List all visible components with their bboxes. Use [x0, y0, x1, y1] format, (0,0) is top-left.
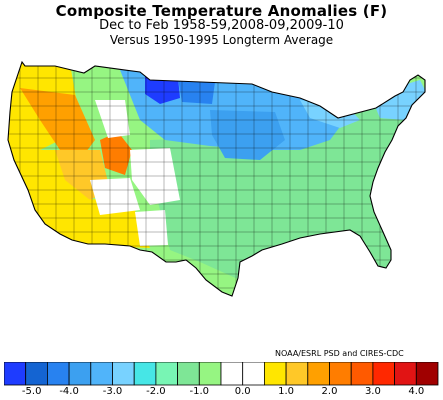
scale-swatch — [242, 362, 265, 386]
scale-swatch — [198, 362, 222, 386]
color-scale-ticks: -5.0 -4.0 -3.0 -2.0 -1.0 0.0 1.0 2.0 3.0 4.0 5.0 — [0, 386, 443, 400]
region-fill-new-mexico-white — [135, 210, 168, 246]
scale-tick-label: 1.0 — [278, 386, 295, 397]
scale-tick-label: 5.0 — [434, 386, 443, 397]
region-fill-utah-white — [90, 178, 140, 215]
region-fill-montana-white — [95, 100, 130, 138]
anomaly-fill-layer — [8, 62, 425, 296]
scale-swatch — [372, 362, 395, 386]
scale-tick-label: 0.0 — [234, 386, 251, 397]
data-credit: NOAA/ESRL PSD and CIRES-CDC — [275, 349, 404, 358]
scale-tick-label: -3.0 — [102, 386, 123, 397]
scale-swatch — [394, 362, 417, 386]
division-grid — [8, 62, 425, 296]
region-fill-coldest — [145, 76, 180, 104]
region-fill-new-england — [370, 80, 425, 120]
region-fill-upper-midwest — [210, 110, 285, 160]
region-fill-idaho-hot — [100, 132, 132, 175]
scale-swatch — [4, 362, 27, 386]
scale-swatch — [220, 362, 244, 386]
scale-swatch — [155, 362, 178, 386]
anomaly-map — [7, 60, 426, 297]
map-title: Composite Temperature Anomalies (F) — [55, 2, 388, 20]
color-scale-bar — [4, 362, 439, 386]
scale-swatch — [133, 362, 157, 386]
scale-tick-label: 4.0 — [408, 386, 425, 397]
scale-swatch — [112, 362, 135, 386]
scale-swatch — [415, 362, 439, 386]
scale-tick-label: -4.0 — [59, 386, 79, 397]
region-fill-north-dakota — [178, 78, 215, 104]
scale-swatch — [177, 362, 200, 386]
scale-tick-label: -2.0 — [146, 386, 166, 397]
scale-tick-label: -5.0 — [21, 386, 42, 397]
scale-swatch — [263, 362, 287, 386]
map-subtitle-baseline: Versus 1950-1995 Longterm Average — [109, 33, 334, 47]
scale-swatch — [90, 362, 113, 386]
scale-swatch — [285, 362, 309, 386]
scale-swatch — [68, 362, 92, 386]
scale-swatch — [350, 362, 374, 386]
scale-swatch — [47, 362, 70, 386]
scale-tick-label: 2.0 — [321, 386, 338, 397]
scale-swatch — [329, 362, 352, 386]
us-outline — [7, 60, 426, 297]
scale-swatch — [25, 362, 48, 386]
scale-tick-label: 3.0 — [364, 386, 381, 397]
scale-tick-label: -1.0 — [189, 386, 210, 397]
scale-swatch — [307, 362, 330, 386]
map-subtitle: Dec to Feb 1958-59,2008-09,2009-10 — [99, 18, 344, 33]
